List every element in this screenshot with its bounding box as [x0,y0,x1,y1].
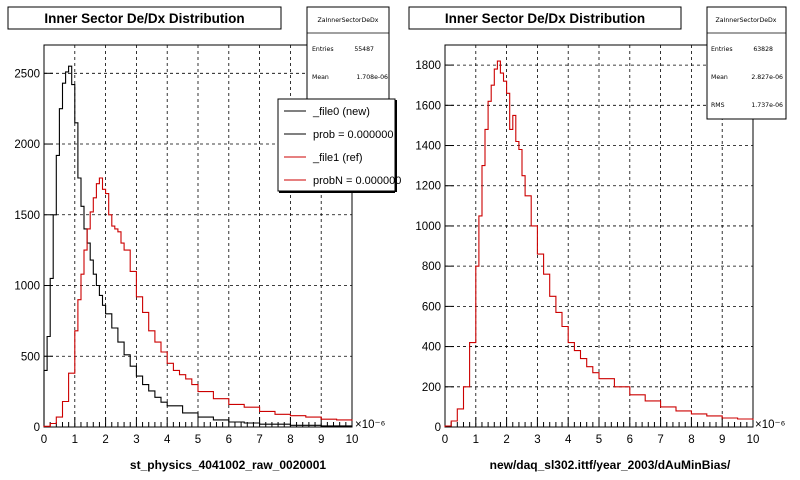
x-tick-label: 3 [133,434,139,446]
y-tick-label: 200 [422,382,441,394]
x-tick-label: 9 [719,434,725,446]
x-tick-label: 0 [442,434,448,446]
stats-value-rms-right: 1.737e-06 [751,102,783,109]
x-tick-label: 4 [164,434,171,446]
legend-label-probn: probN = 0.000000 [313,175,401,187]
x-tick-label: 8 [287,434,293,446]
chart-title-left: Inner Sector De/Dx Distribution [44,11,244,26]
y-tick-label: 0 [435,422,441,434]
y-tick-label: 2500 [14,68,40,80]
x-tick-label: 1 [473,434,479,446]
x-exponent-right: ×10⁻⁶ [755,419,786,431]
x-tick-label: 9 [318,434,324,446]
x-tick-label: 3 [534,434,540,446]
x-tick-label: 4 [565,434,572,446]
series-group-left [43,65,353,427]
legend-label-ref: _file1 (ref) [312,152,363,164]
stats-value-entries-right: 63828 [753,46,773,53]
stats-label-mean-right: Mean [711,74,728,81]
legend-box-left [277,98,396,192]
x-tick-label: 10 [747,434,760,446]
stats-value-mean-left: 1.708e-06 [356,74,388,81]
stats-label-entries-left: Entries [312,46,334,53]
y-tick-label: 0 [34,422,40,434]
grid-right [445,45,753,427]
x-exponent-left: ×10⁻⁶ [355,419,386,431]
stats-value-entries-left: 55487 [354,46,374,53]
stats-title-left: ZaInnerSectorDeDx [318,17,379,24]
x-tick-label: 5 [596,434,602,446]
stats-label-entries-right: Entries [711,46,733,53]
chart-panel-right: Inner Sector De/Dx Distribution 0 1 2 3 4 5 6 7… [408,6,787,472]
stats-label-mean-left: Mean [312,74,329,81]
stats-box-right [706,6,787,120]
legend-label-new: _file0 (new) [312,106,370,118]
series-group-right [444,60,754,427]
series-line-ref [43,177,353,427]
y-tick-label: 1800 [415,60,441,72]
x-axis-label-right: new/daq_sl302.ittf/year_2003/dAuMinBias/ [490,458,731,472]
x-tick-label: 7 [256,434,262,446]
title-box-left [7,6,282,30]
y-tick-label: 400 [422,342,441,354]
y-tick-label: 1000 [14,281,40,293]
stats-label-rms-right: RMS [711,102,725,109]
x-axis-label-left: st_physics_4041002_raw_0020001 [130,458,326,472]
y-tick-label: 2000 [14,139,40,151]
stats-title-right: ZaInnerSectorDeDx [716,17,777,24]
y-tick-label: 1600 [415,100,441,112]
x-tick-label: 6 [226,434,232,446]
x-tick-label: 2 [503,434,509,446]
stats-value-mean-right: 2.827e-06 [751,74,783,81]
y-tick-label: 1000 [415,221,441,233]
x-tick-label: 0 [41,434,47,446]
y-tick-label: 800 [422,261,441,273]
y-tick-label: 500 [21,351,40,363]
x-tick-label: 2 [102,434,108,446]
series-line-ref [444,60,754,427]
axis-ticks-right: 0 1 2 3 4 5 6 7 8 9 10 0 200 400 600 800 1000 1200 1400 160… [415,60,759,446]
series-line-new [43,65,353,427]
title-box-right [408,6,682,30]
x-tick-label: 7 [657,434,663,446]
x-tick-label: 5 [195,434,201,446]
x-tick-label: 1 [72,434,78,446]
y-tick-label: 600 [422,301,441,313]
axis-ticks-left: 0 1 2 3 4 5 6 7 8 9 10 0 500 1000 1500 2000 2500 [14,68,358,446]
y-tick-label: 1400 [415,141,441,153]
x-tick-label: 6 [627,434,633,446]
chart-panel-left: Inner Sector De/Dx Distribution 0 1 2 3 4 5 6 7… [7,6,401,472]
y-tick-label: 1500 [14,210,40,222]
legend-label-prob: prob = 0.000000 [313,129,393,141]
y-tick-label: 1200 [415,181,441,193]
x-tick-label: 10 [346,434,359,446]
x-tick-label: 8 [688,434,694,446]
chart-title-right: Inner Sector De/Dx Distribution [445,11,645,26]
